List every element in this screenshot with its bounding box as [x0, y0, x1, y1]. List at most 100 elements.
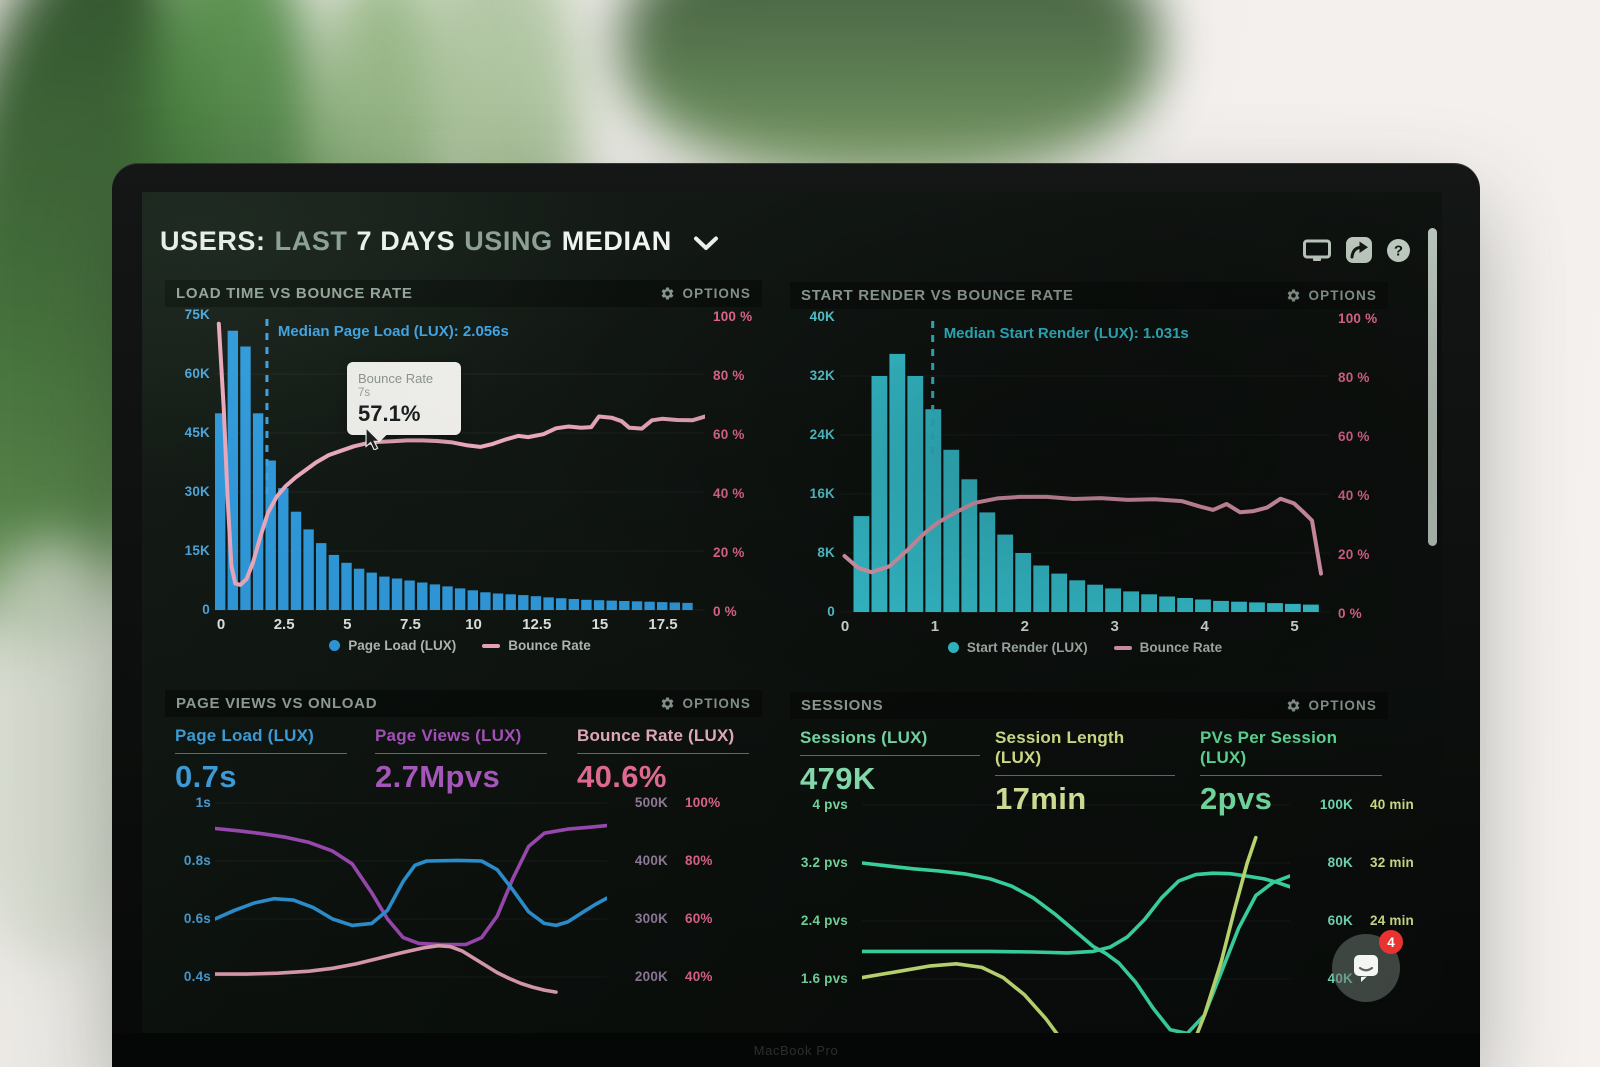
chat-unread-badge: 4 [1379, 930, 1403, 954]
y-axis-tick: 45K [184, 425, 210, 440]
x-axis-tick: 0 [216, 616, 226, 633]
x-axis-tick: 4 [1200, 618, 1209, 635]
options-button[interactable]: OPTIONS [660, 286, 751, 301]
legend-item: Bounce Rate [482, 638, 591, 653]
x-axis-tick: 12.5 [522, 616, 552, 633]
metric-value: 2pvs [1200, 781, 1273, 816]
legend-dot-swatch [947, 642, 959, 653]
panel-start-render-vs-bounce-rate: START RENDER VS BOUNCE RATE OPTIONS 40K 32K… [790, 282, 1388, 674]
x-axis-tick: 15 [591, 616, 609, 633]
metric-value: 479K [800, 761, 876, 796]
y-axis-tick: 8K [817, 545, 835, 560]
y2-axis-tick: 40 min [1370, 797, 1414, 812]
help-icon[interactable]: ? [1386, 238, 1411, 263]
y2-axis-tick: 100K [1319, 797, 1353, 812]
x-axis-tick: 1 [930, 618, 940, 635]
metric-label: Bounce Rate (LUX) [577, 726, 735, 745]
mouse-cursor [365, 426, 381, 455]
x-axis-tick: 2.5 [273, 616, 295, 633]
metric-value: 17min [995, 781, 1087, 816]
dashboard-screen: USERS: LAST 7 DAYS USING MEDIAN ? LOAD TIME … [142, 192, 1442, 1033]
y-axis-tick: 30K [184, 484, 210, 499]
y-axis-tick: 3.2 pvs [800, 855, 848, 870]
combo-chart: Median Page Load (LUX): 2.056s [215, 319, 705, 611]
y-axis-tick: 0 [202, 602, 210, 617]
y2-axis-tick: 32 min [1370, 855, 1414, 870]
y2-axis-tick: 80 % [1338, 370, 1370, 385]
y2-axis-tick: 24 min [1370, 913, 1414, 928]
chat-button[interactable]: 4 [1332, 930, 1403, 1002]
options-label: OPTIONS [1308, 698, 1377, 713]
y2-axis-tick: 20 % [713, 545, 745, 560]
plant-leaf [620, 0, 1160, 180]
y2-axis-tick: 500K [634, 795, 668, 810]
metric-label: Page Load (LUX) [175, 726, 315, 745]
chart-legend: Start Render (LUX) Bounce Rate [840, 640, 1330, 655]
y-axis-tick: 16K [809, 486, 835, 501]
y2-axis-tick: 80 % [713, 368, 745, 383]
share-icon[interactable] [1345, 236, 1373, 264]
metric-label: PVs Per Session (LUX) [1200, 728, 1338, 767]
metric-label: Session Length (LUX) [995, 728, 1125, 767]
metric-block: Page Load (LUX) 0.7s [175, 726, 347, 795]
tooltip-series-label: Bounce Rate [358, 371, 434, 386]
scrollbar-thumb[interactable] [1428, 228, 1437, 546]
legend-label: Start Render (LUX) [966, 640, 1088, 655]
title-part: 7 DAYS [356, 226, 456, 256]
metric-underline [577, 753, 749, 754]
median-annotation: Median Start Render (LUX): 1.031s [944, 325, 1189, 342]
metric-value: 40.6% [577, 759, 667, 794]
options-label: OPTIONS [682, 696, 751, 711]
svg-text:?: ? [1394, 242, 1403, 259]
tooltip-value: 57.1% [358, 401, 421, 426]
x-axis-tick: 5 [1290, 618, 1299, 635]
options-button[interactable]: OPTIONS [1286, 698, 1377, 713]
display-icon[interactable] [1302, 237, 1332, 264]
y2-axis-tick: 300K [634, 911, 668, 926]
metric-value: 2.7Mpvs [375, 759, 501, 794]
options-button[interactable]: OPTIONS [1286, 288, 1377, 303]
metric-block: Page Views (LUX) 2.7Mpvs [375, 726, 547, 795]
legend-label: Page Load (LUX) [348, 638, 457, 653]
y-axis-tick: 40K [809, 309, 835, 324]
legend-dot-swatch [329, 640, 341, 651]
y2-axis-tick: 40 % [1338, 488, 1370, 503]
y2-axis-tick: 80K [1327, 855, 1353, 870]
gear-icon [661, 287, 673, 300]
y2-axis-tick: 100 % [1338, 311, 1378, 326]
header-toolbar: ? [1302, 236, 1411, 264]
median-annotation: Median Page Load (LUX): 2.056s [278, 323, 509, 340]
y-axis-tick: 32K [809, 368, 835, 383]
y-axis-tick: 15K [184, 543, 210, 558]
y2-axis-tick: 40 % [713, 486, 745, 501]
options-button[interactable]: OPTIONS [660, 696, 751, 711]
chevron-down-icon[interactable] [693, 236, 719, 251]
metric-label: Page Views (LUX) [375, 726, 522, 745]
y2-axis-tick: 200K [634, 969, 668, 984]
legend-line-swatch [1113, 645, 1132, 650]
title-part: MEDIAN [561, 226, 672, 256]
x-axis-tick: 5 [343, 616, 352, 633]
panel-header: SESSIONS OPTIONS [790, 692, 1388, 719]
y2-axis-tick: 80% [685, 853, 713, 868]
y-axis-tick: 1s [195, 795, 211, 810]
y-axis-tick: 75K [184, 307, 210, 322]
chart-legend: Page Load (LUX) Bounce Rate [215, 638, 705, 653]
panel-title: START RENDER VS BOUNCE RATE [801, 287, 1074, 304]
y2-axis-tick: 0 % [1338, 606, 1362, 621]
gear-icon [1287, 699, 1299, 712]
y2-axis-tick: 60 % [1338, 429, 1370, 444]
panel-title: SESSIONS [801, 697, 884, 714]
y-axis-tick: 1.6 pvs [800, 971, 848, 986]
y2-axis-tick: 20 % [1338, 547, 1370, 562]
line-chart [215, 802, 607, 994]
y-axis-tick: 0 [827, 604, 835, 619]
panel-title: LOAD TIME VS BOUNCE RATE [176, 285, 413, 302]
laptop-frame: USERS: LAST 7 DAYS USING MEDIAN ? LOAD TIME … [112, 163, 1480, 1067]
options-label: OPTIONS [682, 286, 751, 301]
panel-sessions: SESSIONS OPTIONS Sessions (LUX) 479K Session… [790, 692, 1414, 1033]
tooltip: Bounce Rate 7s 57.1% [347, 362, 461, 443]
y2-axis-tick: 40% [685, 969, 713, 984]
laptop-chin: MacBook Pro [112, 1033, 1480, 1067]
legend-line-swatch [482, 643, 501, 648]
